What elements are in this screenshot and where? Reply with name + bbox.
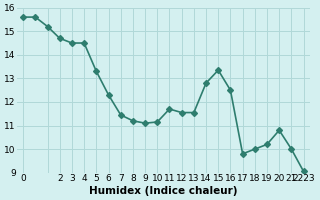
- X-axis label: Humidex (Indice chaleur): Humidex (Indice chaleur): [89, 186, 238, 196]
